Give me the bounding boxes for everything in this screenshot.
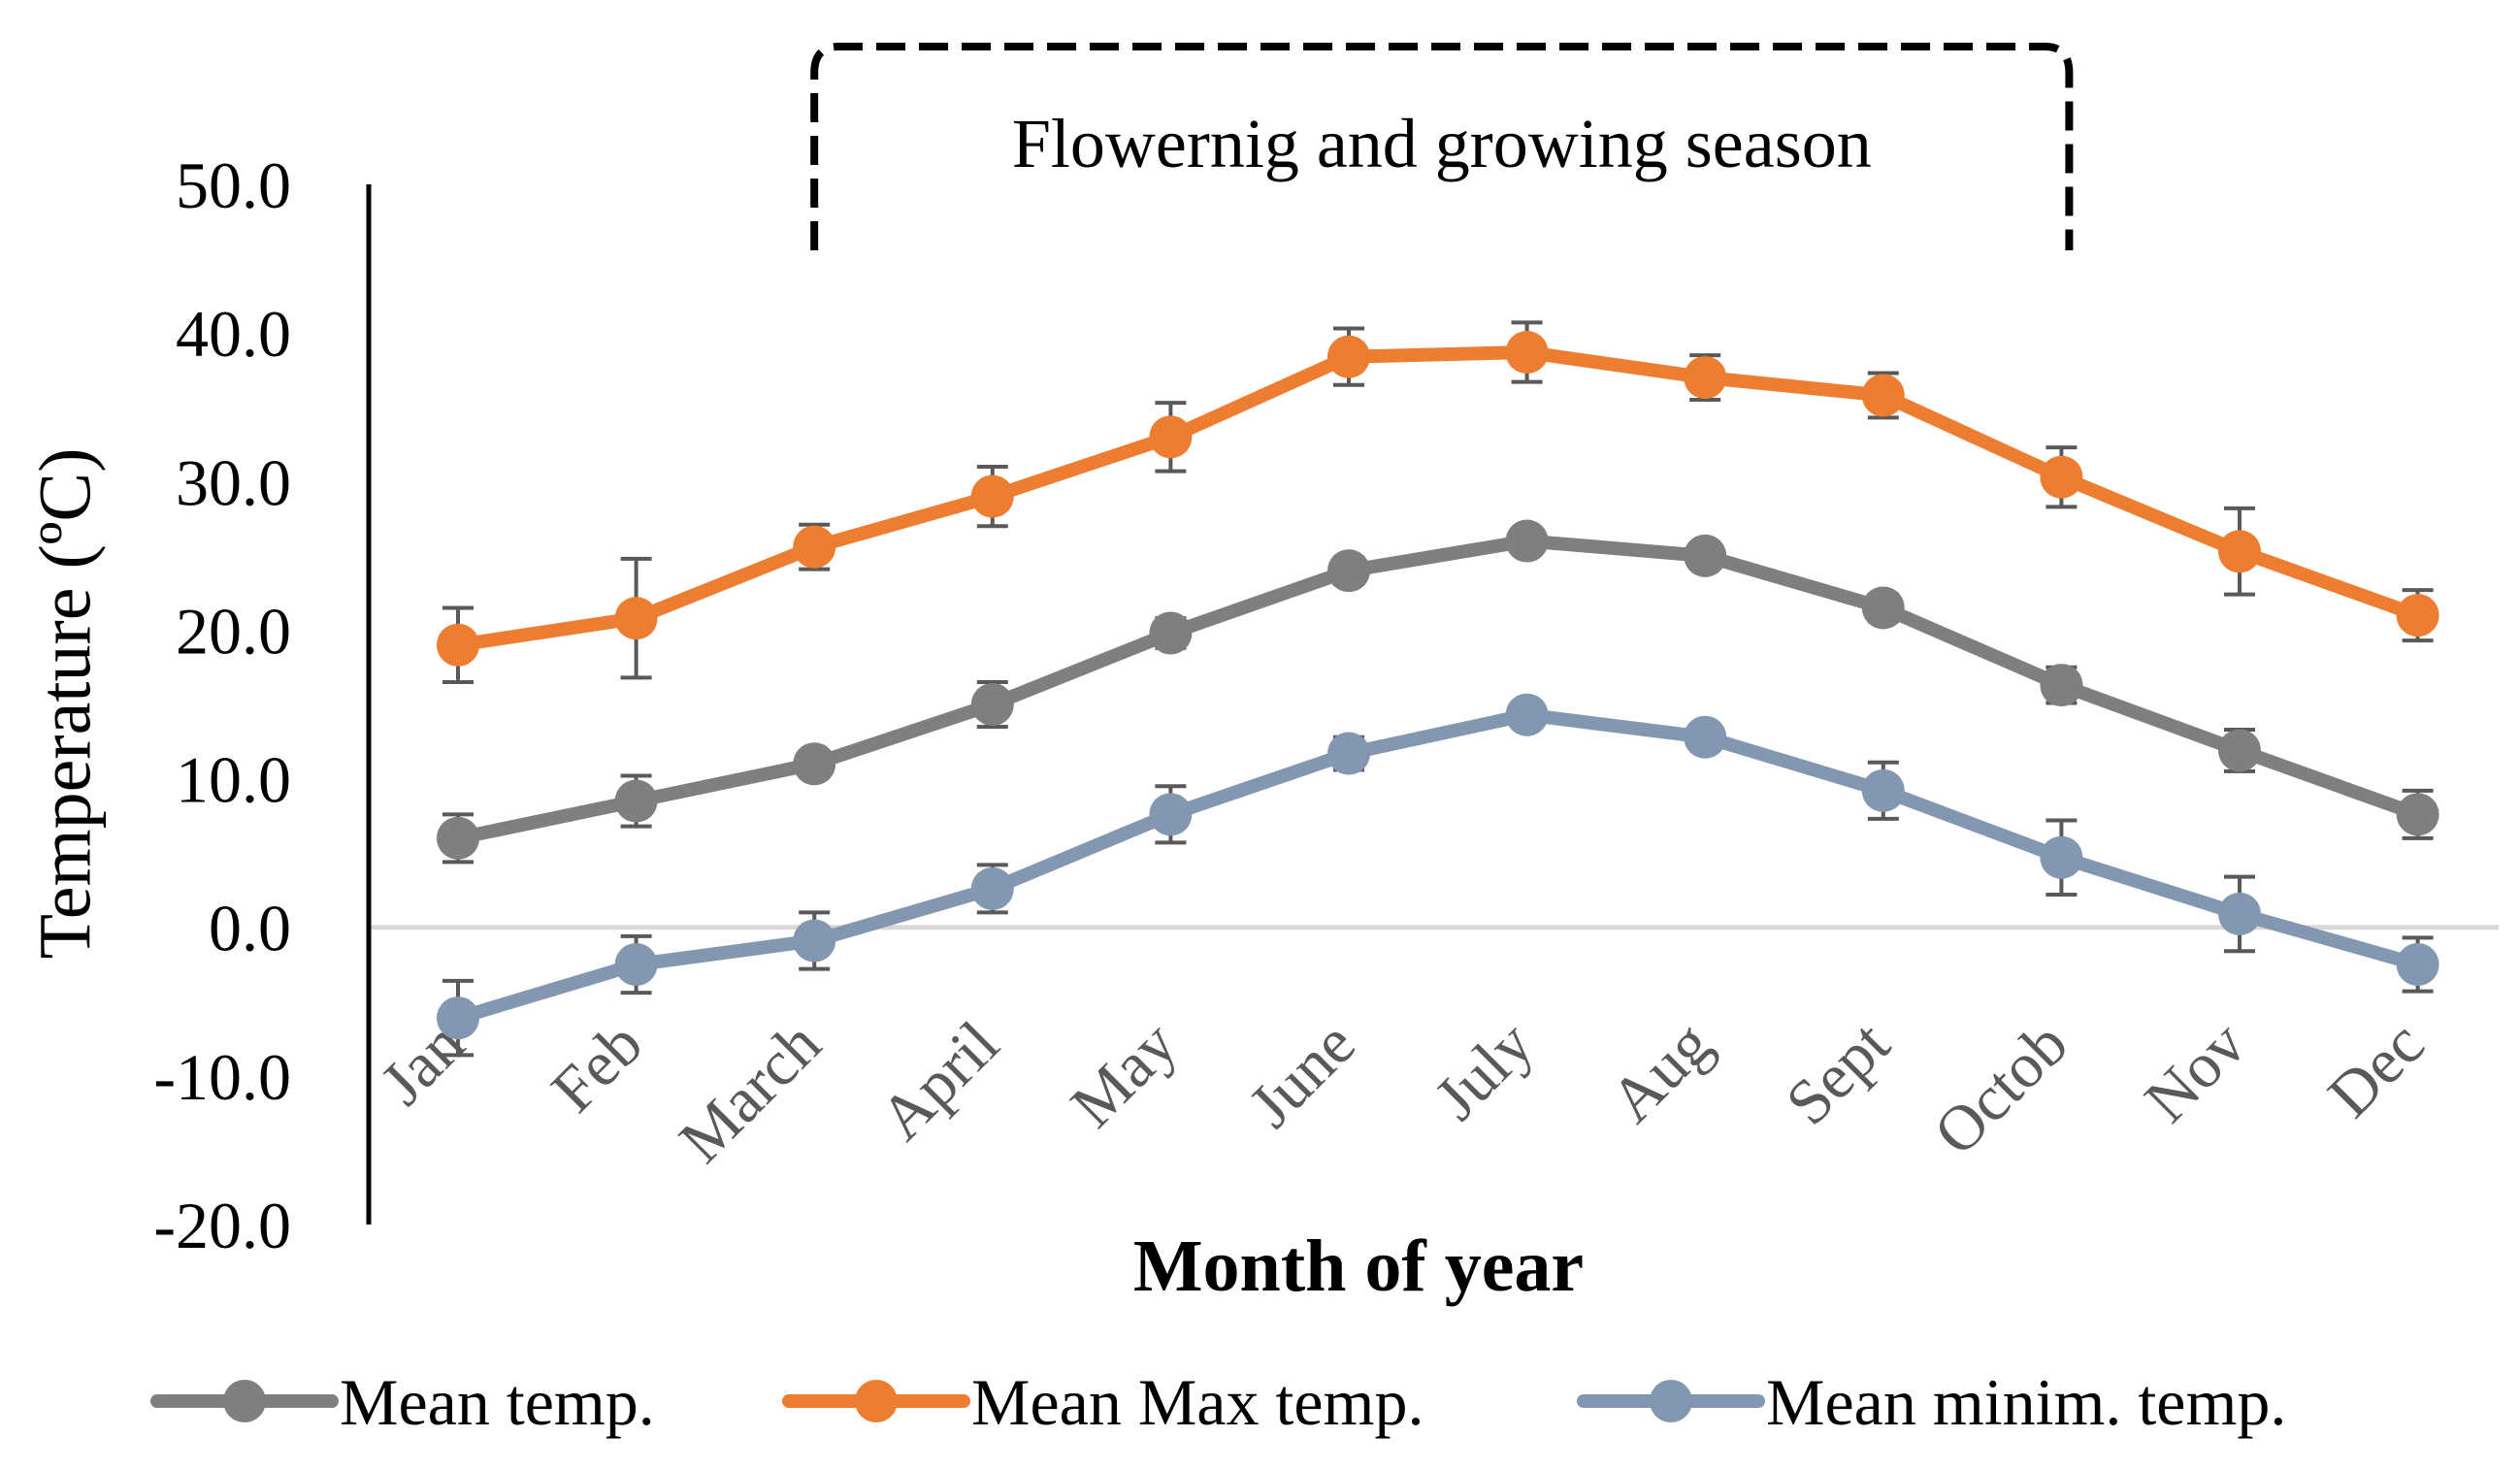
data-point (2040, 835, 2083, 879)
legend-label: Mean temp. (340, 1365, 655, 1439)
data-point (2218, 729, 2261, 772)
legend: Mean temp. Mean Max temp. Mean minim. temp… (150, 1365, 2286, 1439)
data-point (437, 816, 479, 860)
series-group (437, 320, 2439, 685)
y-tick-label: 50.0 (176, 148, 291, 222)
data-point (437, 996, 479, 1040)
data-point (1327, 335, 1370, 378)
data-point (1684, 715, 1727, 759)
data-point (1861, 768, 1905, 812)
data-point (1861, 374, 1905, 417)
legend-item: Mean temp. (150, 1365, 655, 1439)
data-point (2396, 594, 2439, 637)
data-point (1149, 611, 1193, 655)
series-line (451, 707, 2425, 1026)
data-point (437, 623, 479, 667)
data-point (614, 943, 658, 986)
data-point (1861, 586, 1905, 630)
legend-swatch-marker (1650, 1380, 1692, 1422)
data-point (1149, 415, 1193, 459)
data-point (2040, 455, 2083, 499)
x-tick-label: March (666, 1008, 834, 1176)
y-tick-label: 0.0 (209, 892, 291, 965)
data-point (614, 779, 658, 823)
x-tick-label: Octob (1920, 1008, 2081, 1169)
data-point (1684, 534, 1727, 577)
y-tick-label: 10.0 (176, 743, 291, 817)
x-axis: Jan Feb March April May June July Aug Sept Octob N… (368, 1008, 2438, 1176)
data-point (2040, 664, 2083, 707)
data-point (1684, 356, 1727, 400)
data-point (1327, 732, 1370, 775)
legend-swatch-marker (855, 1380, 898, 1422)
x-tick-label: July (1422, 1008, 1547, 1133)
data-point (1327, 549, 1370, 593)
series-line (451, 345, 2425, 652)
x-tick-label: May (1058, 1008, 1191, 1141)
series-line (451, 534, 2425, 845)
legend-label: Mean minim. temp. (1766, 1365, 2286, 1439)
data-point (970, 474, 1014, 518)
y-tick-label: 20.0 (176, 594, 291, 668)
data-point (1505, 519, 1549, 563)
data-point (793, 919, 836, 963)
series-layer (437, 320, 2439, 1058)
data-point (2218, 892, 2261, 935)
y-tick-label: 40.0 (176, 297, 291, 371)
x-tick-label: Feb (539, 1008, 657, 1127)
data-point (1149, 793, 1193, 836)
data-point (2396, 793, 2439, 836)
x-tick-label: Nov (2132, 1008, 2260, 1136)
season-label: Flowernig and growing season (1012, 105, 1872, 182)
legend-item: Mean Max temp. (782, 1365, 1424, 1439)
y-tick-label: -10.0 (153, 1040, 291, 1114)
x-axis-title: Month of year (1133, 1225, 1584, 1307)
y-axis: -20.0 -10.0 0.0 10.0 20.0 30.0 40.0 50.0 (153, 148, 372, 1262)
data-point (2396, 943, 2439, 986)
data-point (614, 597, 658, 640)
data-point (2218, 530, 2261, 573)
season-annotation: Flowernig and growing season (810, 43, 2074, 250)
data-point (793, 742, 836, 786)
legend-swatch-marker (223, 1380, 266, 1422)
data-point (1505, 693, 1549, 736)
data-point (1505, 331, 1549, 375)
data-point (970, 866, 1014, 910)
x-tick-label: Aug (1597, 1008, 1725, 1136)
y-axis-title: Temperature (ºC) (24, 448, 106, 960)
legend-label: Mean Max temp. (971, 1365, 1424, 1439)
x-tick-label: Dec (2314, 1008, 2438, 1131)
x-tick-label: April (867, 1008, 1012, 1154)
series-group (437, 693, 2439, 1058)
y-tick-label: 30.0 (176, 445, 291, 519)
data-point (793, 525, 836, 569)
x-tick-label: June (1235, 1008, 1368, 1141)
legend-item: Mean minim. temp. (1577, 1365, 2286, 1439)
x-tick-label: Sept (1773, 1008, 1904, 1139)
season-bracket (810, 43, 2074, 250)
y-tick-label: -20.0 (153, 1189, 291, 1262)
series-group (437, 519, 2439, 865)
data-point (970, 683, 1014, 726)
